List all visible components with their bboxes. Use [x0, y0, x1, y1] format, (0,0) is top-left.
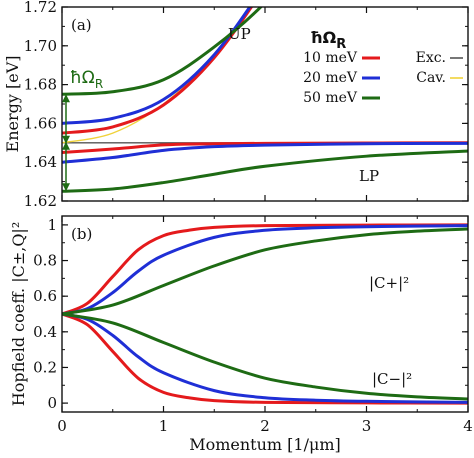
x-tick-label: 2	[260, 417, 270, 435]
c-minus-curve-20mev	[62, 312, 468, 404]
panel-b-x-tick-labels: 0 1 2 3 4	[57, 417, 473, 435]
legend: ħΩR 10 meV 20 meV 50 meV Exc. Cav.	[303, 28, 463, 106]
legend-label-10mev: 10 meV	[303, 50, 358, 66]
c-minus-curve-50mev	[62, 312, 468, 401]
y-tick-label: 1.64	[24, 153, 57, 171]
c-minus-annotation: |C−|²	[372, 370, 412, 388]
up-branch-50mev	[62, 7, 263, 96]
y-tick-label: 0.6	[33, 287, 57, 305]
panel-a: 1.62 1.64 1.66 1.68 1.70 1.72 Energy [eV] (a)…	[3, 0, 469, 210]
y-tick-label: 1.62	[24, 192, 57, 210]
y-tick-label: 0	[47, 394, 57, 412]
lp-branch-50mev	[62, 149, 468, 193]
panel-a-label: (a)	[71, 16, 92, 34]
panel-a-ticks	[61, 6, 469, 202]
y-tick-label: 0.2	[33, 358, 57, 376]
panel-b: 0 0.2 0.4 0.6 0.8 1 0 1 2 3 4 Hopfield coeff. |C±…	[9, 215, 473, 454]
up-annotation: UP	[228, 25, 251, 43]
up-branch-10mev	[62, 7, 254, 135]
rabi-arrow-head-mid-up	[62, 141, 70, 150]
legend-label-50mev: 50 meV	[303, 90, 358, 106]
y-tick-label: 1	[47, 216, 57, 234]
legend-title: ħΩR	[310, 28, 346, 52]
y-tick-label: 1.72	[24, 0, 57, 16]
rabi-splitting-annotation: ħΩR	[62, 68, 103, 192]
panel-a-y-axis-label: Energy [eV]	[3, 56, 22, 153]
panel-b-curves	[62, 223, 468, 405]
rabi-arrow-head-top	[62, 94, 70, 103]
x-tick-label: 3	[362, 417, 372, 435]
c-minus-curve-10mev	[62, 312, 468, 405]
up-branch-20mev	[62, 7, 252, 125]
rabi-splitting-label: ħΩR	[70, 68, 103, 91]
panel-b-label: (b)	[71, 225, 92, 243]
y-tick-label: 0.4	[33, 323, 57, 341]
panel-b-frame	[61, 215, 469, 413]
panel-b-y-tick-labels: 0 0.2 0.4 0.6 0.8 1	[33, 216, 57, 412]
y-tick-label: 1.68	[24, 76, 57, 94]
c-plus-curve-10mev	[62, 223, 468, 316]
y-tick-label: 0.8	[33, 252, 57, 270]
c-plus-curve-20mev	[62, 224, 468, 316]
rabi-arrow-head-bottom	[62, 183, 70, 192]
x-tick-label: 0	[57, 417, 67, 435]
x-tick-label: 1	[159, 417, 169, 435]
x-axis-label: Momentum [1/μm]	[189, 435, 341, 454]
y-tick-label: 1.66	[24, 114, 57, 132]
c-plus-curve-50mev	[62, 227, 468, 316]
lp-annotation: LP	[359, 167, 379, 185]
rabi-arrow-head-mid-down	[62, 135, 70, 144]
legend-label-cavity: Cav.	[416, 70, 446, 86]
x-tick-label: 4	[463, 417, 473, 435]
y-tick-label: 1.70	[24, 37, 57, 55]
legend-label-20mev: 20 meV	[303, 70, 358, 86]
panel-a-y-tick-labels: 1.62 1.64 1.66 1.68 1.70 1.72	[24, 0, 57, 210]
panel-a-frame	[61, 6, 469, 202]
legend-label-exciton: Exc.	[416, 50, 446, 66]
panel-b-y-axis-label: Hopfield coeff. |C±,Q|²	[9, 222, 28, 407]
c-plus-annotation: |C+|²	[369, 274, 409, 292]
lp-branch-20mev	[62, 141, 468, 164]
panel-a-curves	[62, 7, 468, 193]
